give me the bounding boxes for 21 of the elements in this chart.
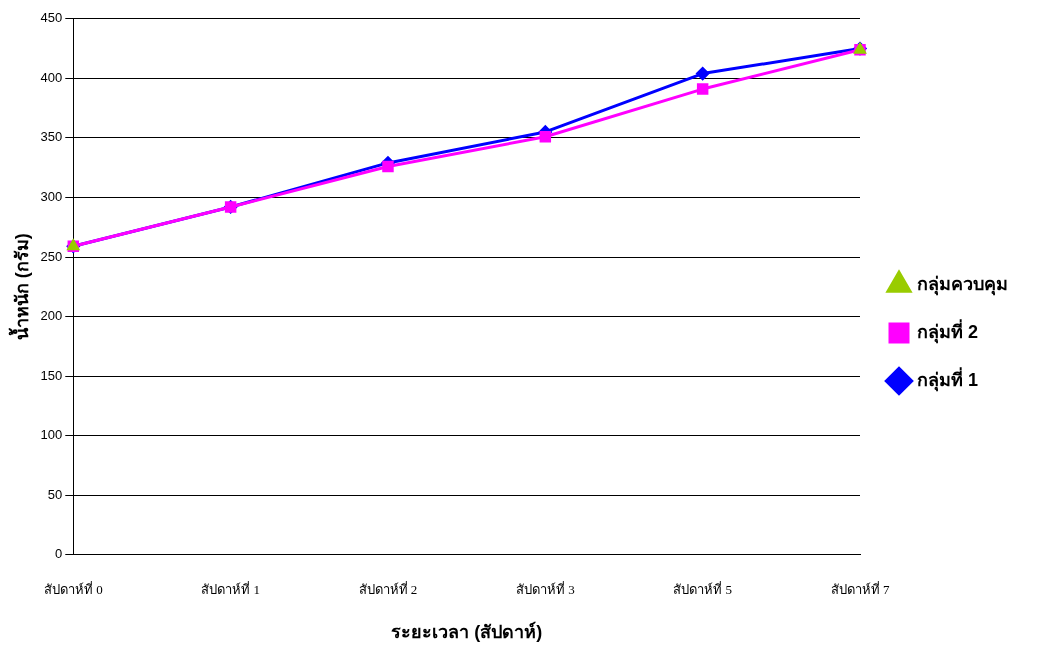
x-tick-label: สัปดาห์ที่ 3: [515, 581, 575, 598]
y-tick-label: 250: [40, 248, 63, 264]
y-tick-label: 0: [55, 546, 63, 562]
y-tick-label: 100: [40, 427, 63, 443]
y-tick-label: 300: [40, 189, 63, 205]
x-tick-label: สัปดาห์ที่ 5: [673, 581, 733, 598]
legend-label: กลุ่มที่ 1: [917, 366, 979, 392]
y-tick-label: 150: [40, 367, 63, 383]
y-tick-label: 450: [40, 10, 63, 26]
x-tick-label: สัปดาห์ที่ 2: [358, 581, 418, 598]
y-tick-label: 50: [47, 486, 63, 502]
x-tick-label: สัปดาห์ที่ 7: [830, 581, 890, 598]
y-tick-label: 350: [40, 129, 63, 145]
legend-label: กลุ่มที่ 2: [917, 318, 979, 344]
x-tick-label: สัปดาห์ที่ 0: [43, 581, 103, 598]
y-tick-label: 200: [40, 308, 63, 324]
x-axis-title: ระยะเวลา (สัปดาห์): [391, 621, 543, 643]
y-tick-label: 400: [40, 69, 63, 85]
y-axis-title: น้ำหนัก (กรัม): [7, 233, 32, 341]
x-tick-label: สัปดาห์ที่ 1: [201, 581, 261, 598]
legend-label: กลุ่มควบคุม: [917, 273, 1008, 296]
